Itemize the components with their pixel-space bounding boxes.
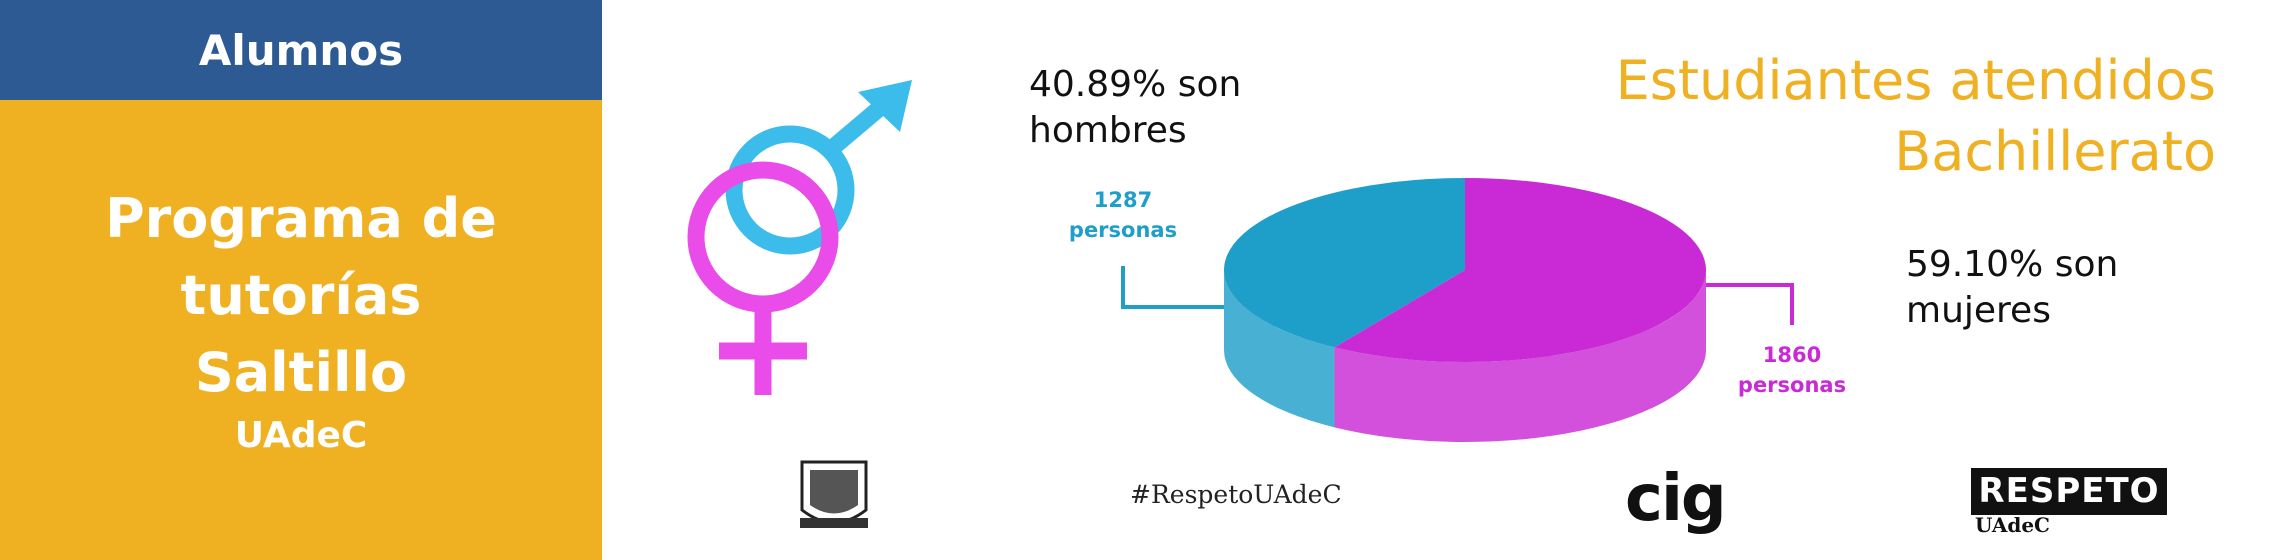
hashtag: #RespetoUAdeC xyxy=(1130,480,1342,509)
leader-line xyxy=(1121,266,1225,309)
pie-side xyxy=(1224,270,1335,428)
gender-symbol xyxy=(687,80,912,395)
leader-line xyxy=(1703,283,1794,325)
chart-title: Estudiantes atendidos Bachillerato xyxy=(1615,49,2216,183)
pie-side xyxy=(1334,270,1706,442)
pie-slice xyxy=(1334,178,1706,362)
sidebar xyxy=(0,100,602,560)
pie-slice xyxy=(1224,178,1465,348)
value-label: 1287 personas xyxy=(1068,188,1178,242)
sidebar-subtitle: UAdeC xyxy=(234,415,368,456)
annotation: 40.89% son hombres xyxy=(1029,64,1242,151)
cig-logo: cig xyxy=(1625,462,1727,536)
annotation: 59.10% son mujeres xyxy=(1906,244,2119,331)
shield-logo xyxy=(800,460,868,528)
value-label: 1860 personas xyxy=(1737,343,1847,397)
sidebar-title: Programa de tutorías Saltillo xyxy=(105,187,497,404)
sidebar-header: Alumnos xyxy=(0,0,602,100)
respeto-logo: RESPETO xyxy=(1971,468,2167,515)
respeto-sub: UAdeC xyxy=(1975,513,2050,537)
